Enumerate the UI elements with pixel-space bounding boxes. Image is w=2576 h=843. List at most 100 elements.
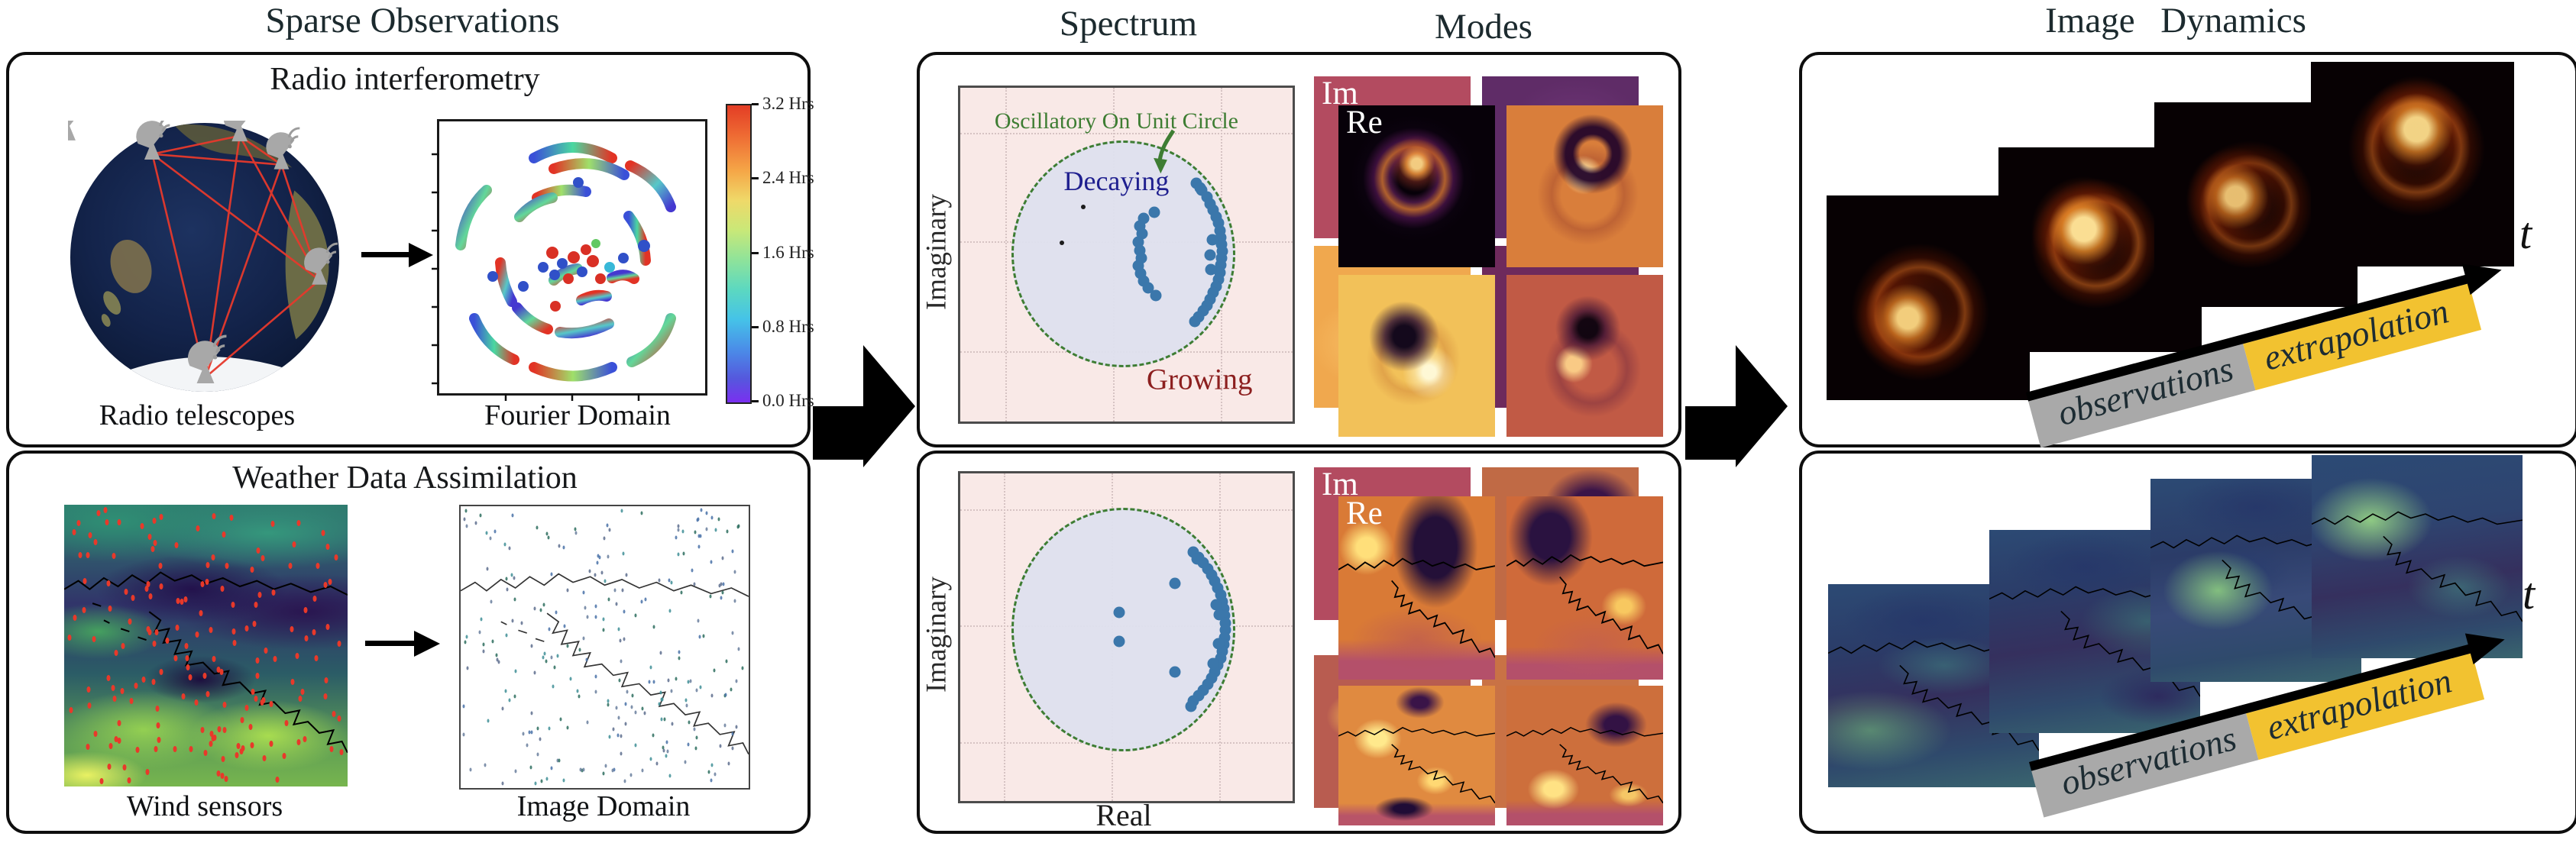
modes-title: Modes bbox=[1435, 7, 1532, 47]
sparse-sample-dot bbox=[539, 737, 542, 741]
sparse-sample-dot bbox=[617, 627, 620, 631]
wind-sensor-dot bbox=[188, 673, 193, 680]
globe-to-fourier-arrow-icon bbox=[361, 243, 433, 267]
sparse-sample-dot bbox=[696, 518, 699, 522]
sparse-sample-dot bbox=[630, 705, 633, 709]
sparse-sample-dot bbox=[529, 765, 532, 770]
sparse-sample-dot bbox=[545, 659, 548, 664]
sparse-sample-dot bbox=[528, 730, 531, 735]
wind-sensor-dot bbox=[244, 704, 249, 711]
sparse-sample-dot bbox=[615, 602, 618, 606]
sparse-sample-dot bbox=[722, 582, 725, 586]
sparse-sample-dot bbox=[613, 767, 616, 772]
sparse-sample-dot bbox=[530, 711, 533, 715]
wind-sensor-dot bbox=[87, 702, 92, 709]
imaginary-axis-label-bottom: Imaginary bbox=[921, 576, 953, 693]
sparse-sample-dot bbox=[629, 773, 633, 777]
sparse-sample-dot bbox=[542, 602, 545, 607]
wind-sensor-dot bbox=[155, 705, 160, 712]
sparse-sample-dot bbox=[678, 656, 681, 661]
weather-frame-4 bbox=[2312, 455, 2523, 658]
sparse-sample-dot bbox=[693, 727, 696, 732]
wind-sensor-dot bbox=[300, 689, 305, 696]
wind-sensor-dot bbox=[251, 688, 255, 695]
wind-sensor-dot bbox=[316, 563, 320, 570]
sparse-sample-dot bbox=[619, 638, 622, 643]
wind-sensor-dot bbox=[147, 533, 152, 540]
sparse-sample-dot bbox=[608, 528, 611, 532]
unit-circle-disk bbox=[1011, 508, 1235, 752]
wind-sensor-dot bbox=[121, 642, 125, 649]
wmode2-re-image bbox=[1506, 496, 1663, 680]
sparse-sample-dot bbox=[465, 635, 468, 639]
radio-telescopes-caption: Radio telescopes bbox=[99, 399, 296, 431]
wind-sensor-dot bbox=[152, 517, 157, 524]
wind-sensor-dot bbox=[205, 579, 209, 586]
sparse-sample-dot bbox=[514, 669, 517, 673]
sparse-sample-dot bbox=[607, 702, 610, 707]
sparse-sample-dot bbox=[484, 763, 487, 767]
sparse-sample-dot bbox=[624, 702, 627, 706]
sparse-sample-dot bbox=[582, 636, 585, 641]
wind-sensor-dot bbox=[148, 593, 153, 600]
sparse-sample-dot bbox=[685, 703, 688, 708]
spectrum-plot-weather bbox=[958, 471, 1295, 803]
sparse-sample-dot bbox=[563, 624, 566, 628]
wind-sensor-dot bbox=[339, 749, 344, 756]
sparse-sample-dot bbox=[697, 517, 700, 522]
wind-sensor-dot bbox=[292, 541, 296, 548]
wind-sensor-dot bbox=[146, 626, 150, 633]
wind-sensor-dot bbox=[186, 664, 190, 670]
sparse-sample-dot bbox=[697, 619, 700, 623]
wind-sensor-dot bbox=[86, 686, 91, 693]
wind-sensor-dot bbox=[290, 678, 295, 685]
sparse-sample-dot bbox=[604, 579, 607, 583]
wind-sensor-dot bbox=[235, 751, 239, 758]
sparse-sample-dot bbox=[611, 768, 614, 773]
wind-sensor-dot bbox=[260, 699, 264, 706]
wind-sensor-dot bbox=[86, 552, 90, 559]
sparse-sample-dot bbox=[644, 597, 647, 602]
sparse-sample-dot bbox=[615, 706, 618, 710]
time-colorbar bbox=[726, 104, 752, 404]
sparse-sample-dot bbox=[574, 527, 577, 531]
sparse-sample-dot bbox=[594, 674, 597, 679]
colorbar-tick-1: 2.4 Hrs bbox=[762, 168, 814, 187]
sparse-sample-dot bbox=[548, 627, 551, 631]
sparse-sample-dot bbox=[725, 659, 728, 664]
sparse-sample-dot bbox=[506, 587, 509, 592]
sparse-sample-dot bbox=[684, 698, 688, 702]
sparse-sample-dot bbox=[721, 590, 724, 595]
sparse-sample-dot bbox=[612, 727, 615, 732]
sparse-sample-dot bbox=[607, 699, 610, 703]
wind-sensor-dot bbox=[209, 741, 213, 748]
sparse-sample-dot bbox=[641, 706, 644, 711]
image-dynamics-title: Image Dynamics bbox=[2045, 1, 2306, 40]
sparse-sample-dot bbox=[576, 689, 579, 693]
wind-sensor-dot bbox=[184, 643, 189, 650]
sparse-sample-dot bbox=[606, 523, 609, 528]
wind-sensor-dot bbox=[254, 601, 258, 608]
wind-sensor-dot bbox=[325, 543, 330, 550]
sparse-sample-dot bbox=[607, 554, 610, 559]
wind-sensor-dot bbox=[250, 566, 254, 573]
wind-sensor-dot bbox=[107, 764, 112, 770]
sparse-sample-dot bbox=[596, 560, 599, 565]
wind-sensor-dot bbox=[108, 743, 113, 750]
sparse-sample-dot bbox=[660, 697, 663, 701]
sparse-sample-dot bbox=[514, 769, 517, 774]
eigenvalue-dot bbox=[1185, 700, 1197, 712]
wind-sensor-dot bbox=[88, 531, 92, 538]
sparse-sample-dot bbox=[480, 617, 483, 622]
wind-sensor-dot bbox=[114, 650, 118, 657]
sparse-sample-dot bbox=[501, 781, 504, 786]
coastline-sparse bbox=[461, 573, 749, 755]
sparse-sample-dot bbox=[620, 509, 623, 513]
sparse-sample-dot bbox=[494, 529, 497, 534]
sparse-sample-dot bbox=[707, 770, 710, 774]
north-america-landmass bbox=[174, 124, 293, 168]
real-axis-label: Real bbox=[1095, 798, 1152, 832]
wind-sensor-dot bbox=[240, 716, 244, 723]
sparse-sample-dot bbox=[503, 542, 506, 547]
